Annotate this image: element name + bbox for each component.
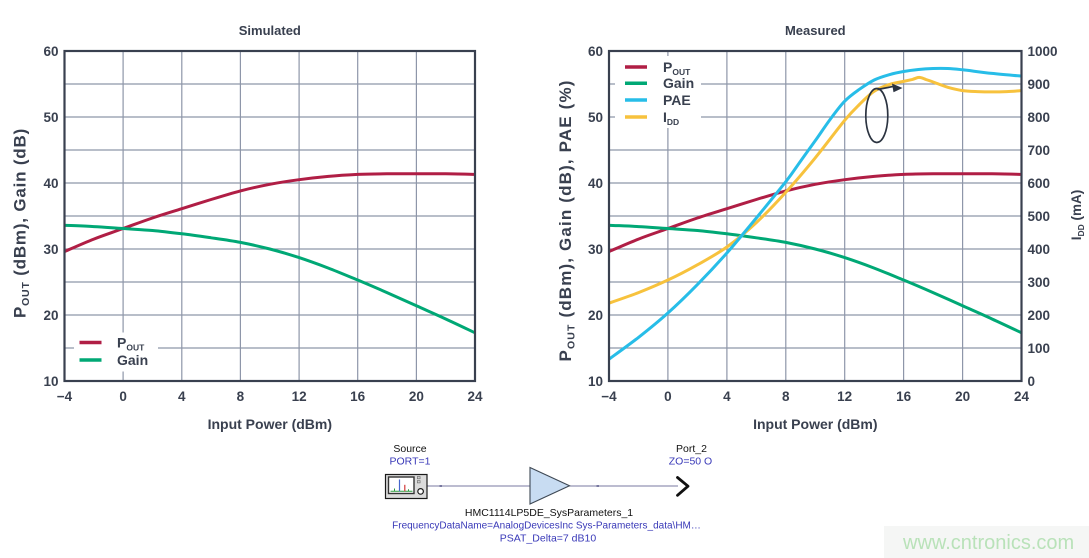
svg-text:Gain: Gain [117,352,148,368]
svg-text:60: 60 [43,44,58,59]
svg-text:40: 40 [588,176,603,191]
svg-text:8: 8 [782,389,790,404]
svg-text:8: 8 [237,389,245,404]
svg-text:Simulated: Simulated [239,23,301,38]
svg-text:40: 40 [43,176,58,191]
svg-text:PSAT_Delta=7 dB10: PSAT_Delta=7 dB10 [500,533,597,545]
svg-text:800: 800 [1028,110,1051,125]
svg-text:16: 16 [896,389,912,404]
svg-text:900: 900 [1028,77,1051,92]
svg-text:Source: Source [393,443,426,455]
svg-text:HMC1114LP5DE_SysParameters_1: HMC1114LP5DE_SysParameters_1 [465,507,633,519]
svg-text:10: 10 [588,374,603,389]
svg-text:200: 200 [1028,308,1051,323]
svg-text:300: 300 [1028,275,1051,290]
svg-text:PORT=1: PORT=1 [390,456,431,468]
svg-text:Input Power (dBm): Input Power (dBm) [753,416,877,432]
svg-text:Port_2: Port_2 [676,443,707,455]
svg-text:50: 50 [588,110,603,125]
svg-text:Measured: Measured [785,23,846,38]
svg-text:30: 30 [43,242,58,257]
svg-text:50: 50 [43,110,58,125]
svg-text:0: 0 [1028,374,1036,389]
svg-text:20: 20 [955,389,970,404]
svg-text:PAE: PAE [663,92,691,108]
svg-text:600: 600 [1028,176,1051,191]
svg-text:Input Power (dBm): Input Power (dBm) [208,416,332,432]
svg-text:www.cntronics.com: www.cntronics.com [902,532,1074,554]
svg-text:20: 20 [43,308,58,323]
svg-text:20: 20 [588,308,603,323]
svg-text:24: 24 [1014,389,1030,404]
svg-text:IDD (mA): IDD (mA) [1069,190,1086,241]
svg-text:POUT (dBm), Gain (dB): POUT (dBm), Gain (dB) [11,128,33,318]
svg-text:60: 60 [588,44,603,59]
svg-text:Gain: Gain [663,75,694,91]
svg-text:16: 16 [350,389,366,404]
svg-text:−4: −4 [601,389,617,404]
svg-text:30: 30 [588,242,603,257]
svg-text:20: 20 [409,389,424,404]
svg-text:24: 24 [467,389,483,404]
svg-text:1000: 1000 [1028,44,1058,59]
svg-text:100: 100 [1028,341,1051,356]
svg-text:12: 12 [292,389,307,404]
svg-text:FrequencyDataName=AnalogDevice: FrequencyDataName=AnalogDevicesInc Sys-P… [392,521,701,532]
svg-text:4: 4 [723,389,731,404]
svg-text:−4: −4 [57,389,73,404]
svg-text:ZO=50 O: ZO=50 O [669,456,712,468]
svg-text:0: 0 [119,389,127,404]
svg-text:12: 12 [837,389,852,404]
svg-text:400: 400 [1028,242,1051,257]
svg-text:POUT (dBm), Gain (dB), PAE (%): POUT (dBm), Gain (dB), PAE (%) [556,79,578,361]
svg-text:0: 0 [664,389,672,404]
svg-text:700: 700 [1028,143,1051,158]
svg-text:10: 10 [43,374,58,389]
svg-text:4: 4 [178,389,186,404]
svg-text:500: 500 [1028,209,1051,224]
